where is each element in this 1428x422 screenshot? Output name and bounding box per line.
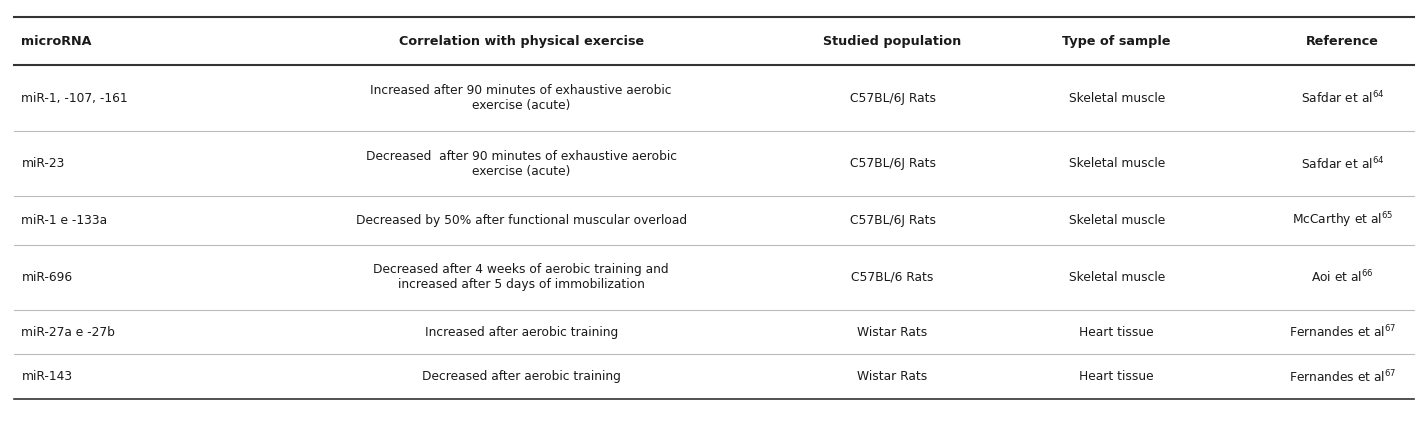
Text: Increased after aerobic training: Increased after aerobic training: [424, 326, 618, 339]
Text: Decreased after 4 weeks of aerobic training and
increased after 5 days of immobi: Decreased after 4 weeks of aerobic train…: [373, 263, 670, 292]
Text: C57BL/6J Rats: C57BL/6J Rats: [850, 214, 935, 227]
Text: Heart tissue: Heart tissue: [1080, 370, 1154, 383]
Text: Type of sample: Type of sample: [1062, 35, 1171, 48]
Text: Correlation with physical exercise: Correlation with physical exercise: [398, 35, 644, 48]
Text: miR-23: miR-23: [21, 157, 64, 170]
Text: McCarthy et al$^{\mathregular{65}}$: McCarthy et al$^{\mathregular{65}}$: [1291, 211, 1394, 230]
Text: C57BL/6J Rats: C57BL/6J Rats: [850, 92, 935, 105]
Text: Wistar Rats: Wistar Rats: [857, 326, 928, 339]
Text: C57BL/6J Rats: C57BL/6J Rats: [850, 157, 935, 170]
Text: miR-1 e -133a: miR-1 e -133a: [21, 214, 107, 227]
Text: Fernandes et al$^{\mathregular{67}}$: Fernandes et al$^{\mathregular{67}}$: [1288, 324, 1397, 341]
Text: microRNA: microRNA: [21, 35, 91, 48]
Text: Skeletal muscle: Skeletal muscle: [1068, 214, 1165, 227]
Text: miR-143: miR-143: [21, 370, 73, 383]
Text: Skeletal muscle: Skeletal muscle: [1068, 157, 1165, 170]
Text: Aoi et al$^{\mathregular{66}}$: Aoi et al$^{\mathregular{66}}$: [1311, 269, 1374, 286]
Text: miR-696: miR-696: [21, 271, 73, 284]
Text: miR-27a e -27b: miR-27a e -27b: [21, 326, 116, 339]
Text: miR-1, -107, -161: miR-1, -107, -161: [21, 92, 129, 105]
Text: Fernandes et al$^{\mathregular{67}}$: Fernandes et al$^{\mathregular{67}}$: [1288, 368, 1397, 385]
Text: C57BL/6 Rats: C57BL/6 Rats: [851, 271, 934, 284]
Text: Reference: Reference: [1305, 35, 1379, 48]
Text: Decreased after aerobic training: Decreased after aerobic training: [421, 370, 621, 383]
Text: Studied population: Studied population: [824, 35, 961, 48]
Text: Increased after 90 minutes of exhaustive aerobic
exercise (acute): Increased after 90 minutes of exhaustive…: [370, 84, 673, 112]
Text: Safdar et al$^{\mathregular{64}}$: Safdar et al$^{\mathregular{64}}$: [1301, 90, 1384, 106]
Text: Wistar Rats: Wistar Rats: [857, 370, 928, 383]
Text: Decreased  after 90 minutes of exhaustive aerobic
exercise (acute): Decreased after 90 minutes of exhaustive…: [366, 149, 677, 178]
Text: Heart tissue: Heart tissue: [1080, 326, 1154, 339]
Text: Decreased by 50% after functional muscular overload: Decreased by 50% after functional muscul…: [356, 214, 687, 227]
Text: Skeletal muscle: Skeletal muscle: [1068, 92, 1165, 105]
Text: Skeletal muscle: Skeletal muscle: [1068, 271, 1165, 284]
Text: Safdar et al$^{\mathregular{64}}$: Safdar et al$^{\mathregular{64}}$: [1301, 155, 1384, 172]
